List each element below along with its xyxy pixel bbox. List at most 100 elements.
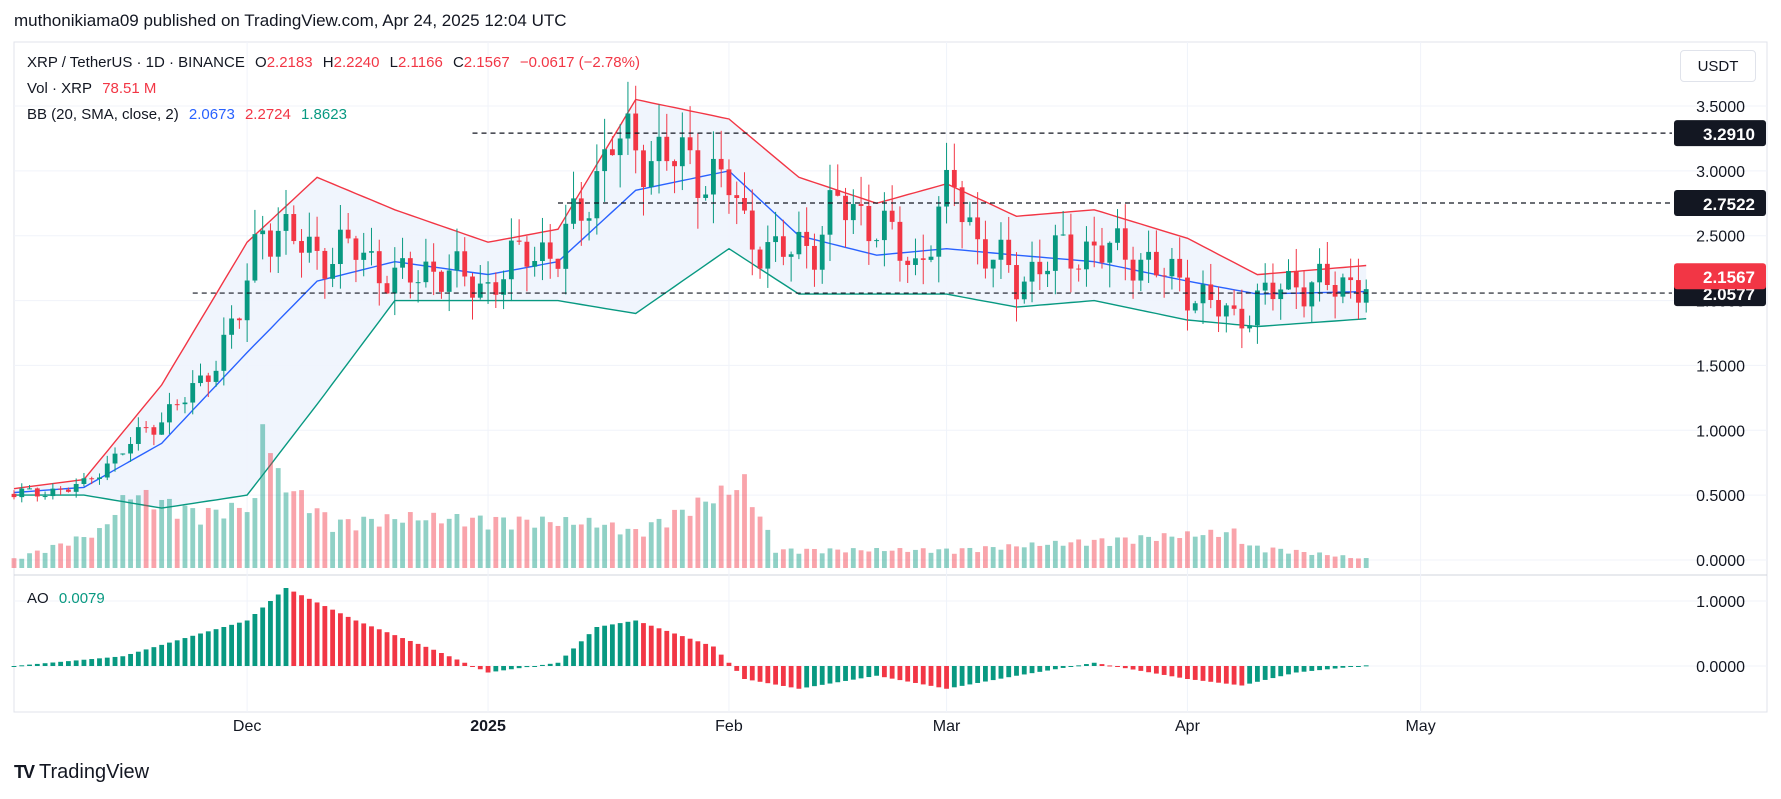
candle-body[interactable] xyxy=(532,261,538,267)
candle-body[interactable] xyxy=(711,158,716,195)
volume-bar[interactable] xyxy=(998,549,1004,568)
ao-bar[interactable] xyxy=(384,632,390,666)
volume-bar[interactable] xyxy=(431,512,437,568)
volume-bar[interactable] xyxy=(641,536,646,568)
candle-body[interactable] xyxy=(897,221,903,261)
ao-bar[interactable] xyxy=(1076,665,1082,667)
ao-bar[interactable] xyxy=(1029,666,1035,674)
ao-bar[interactable] xyxy=(695,641,701,666)
volume-bar[interactable] xyxy=(881,551,887,568)
candle-body[interactable] xyxy=(625,113,631,139)
candle-body[interactable] xyxy=(990,259,996,269)
volume-bar[interactable] xyxy=(454,514,460,568)
candle-body[interactable] xyxy=(749,210,755,250)
candle-body[interactable] xyxy=(586,218,592,221)
volume-bar[interactable] xyxy=(1293,549,1299,568)
bb-lower-line[interactable] xyxy=(14,247,1367,509)
volume-bar[interactable] xyxy=(376,526,382,568)
ao-bar[interactable] xyxy=(1200,666,1206,681)
ao-bar[interactable] xyxy=(742,666,747,679)
ao-bar[interactable] xyxy=(1185,666,1190,679)
volume-bar[interactable] xyxy=(897,548,903,568)
volume-bar[interactable] xyxy=(1029,542,1035,568)
ao-bar[interactable] xyxy=(369,626,374,666)
ao-bar[interactable] xyxy=(104,657,110,666)
ao-bar[interactable] xyxy=(780,666,786,686)
currency-unit-button[interactable]: USDT xyxy=(1680,50,1756,82)
ao-bar[interactable] xyxy=(493,666,499,672)
volume-bar[interactable] xyxy=(835,549,841,568)
candle-body[interactable] xyxy=(361,252,367,260)
candle-body[interactable] xyxy=(112,453,118,464)
candle-body[interactable] xyxy=(454,251,460,271)
volume-bar[interactable] xyxy=(516,516,522,568)
volume-bar[interactable] xyxy=(1060,545,1066,568)
ao-bar[interactable] xyxy=(345,616,351,666)
volume-bar[interactable] xyxy=(936,549,942,568)
volume-bar[interactable] xyxy=(143,489,149,568)
volume-bar[interactable] xyxy=(850,548,856,568)
ao-bar[interactable] xyxy=(376,629,382,666)
ao-bar[interactable] xyxy=(516,666,522,669)
volume-bar[interactable] xyxy=(547,522,553,568)
candle-body[interactable] xyxy=(951,169,957,188)
ao-bar[interactable] xyxy=(1084,664,1089,666)
candle-body[interactable] xyxy=(516,240,522,242)
volume-bar[interactable] xyxy=(135,495,141,568)
ao-bar[interactable] xyxy=(633,620,639,667)
volume-bar[interactable] xyxy=(337,519,343,568)
candle-body[interactable] xyxy=(1091,241,1097,246)
ao-bar[interactable] xyxy=(1091,662,1097,666)
ao-bar[interactable] xyxy=(415,643,421,666)
volume-bar[interactable] xyxy=(306,513,312,568)
candle-body[interactable] xyxy=(11,493,17,498)
ao-bar[interactable] xyxy=(477,666,483,670)
volume-bar[interactable] xyxy=(796,553,802,568)
volume-bar[interactable] xyxy=(159,499,165,568)
ao-bar[interactable] xyxy=(726,662,732,666)
candle-body[interactable] xyxy=(205,375,211,382)
volume-bar[interactable] xyxy=(1169,536,1175,568)
volume-bar[interactable] xyxy=(1076,539,1082,568)
volume-bar[interactable] xyxy=(508,529,514,568)
volume-bar[interactable] xyxy=(664,527,670,568)
volume-bar[interactable] xyxy=(1348,558,1354,568)
volume-bar[interactable] xyxy=(1185,531,1190,568)
volume-bar[interactable] xyxy=(773,552,778,568)
ao-bar[interactable] xyxy=(1363,665,1369,667)
candle-body[interactable] xyxy=(1254,290,1260,326)
volume-bar[interactable] xyxy=(1309,554,1315,568)
volume-bar[interactable] xyxy=(742,474,747,568)
candle-body[interactable] xyxy=(221,334,227,371)
ao-bar[interactable] xyxy=(120,656,126,666)
volume-bar[interactable] xyxy=(42,552,48,568)
ao-bar[interactable] xyxy=(648,625,654,666)
ao-bar[interactable] xyxy=(897,666,903,681)
candle-body[interactable] xyxy=(905,260,911,265)
ao-bar[interactable] xyxy=(788,666,794,688)
ao-bar[interactable] xyxy=(151,647,157,666)
volume-bar[interactable] xyxy=(1014,546,1019,568)
ao-bar[interactable] xyxy=(866,666,872,678)
candle-body[interactable] xyxy=(1231,305,1237,309)
candle-body[interactable] xyxy=(104,463,110,478)
ao-bar[interactable] xyxy=(1115,666,1120,667)
ao-bar[interactable] xyxy=(1247,666,1253,684)
ao-bar[interactable] xyxy=(555,662,561,666)
candle-body[interactable] xyxy=(151,427,157,435)
ao-bar[interactable] xyxy=(470,666,475,667)
ao-bar[interactable] xyxy=(967,666,973,685)
ao-bar[interactable] xyxy=(711,646,716,667)
candle-body[interactable] xyxy=(718,158,724,170)
ao-bar[interactable] xyxy=(1286,666,1291,675)
candle-body[interactable] xyxy=(983,239,988,269)
ao-bar[interactable] xyxy=(89,659,95,666)
candle-body[interactable] xyxy=(190,383,196,403)
candle-body[interactable] xyxy=(1223,305,1229,317)
ao-bar[interactable] xyxy=(951,666,957,688)
ao-bar[interactable] xyxy=(1278,666,1284,677)
candle-body[interactable] xyxy=(1052,235,1058,271)
candle-body[interactable] xyxy=(244,280,250,321)
ao-bar[interactable] xyxy=(159,644,165,666)
candle-body[interactable] xyxy=(757,249,763,269)
